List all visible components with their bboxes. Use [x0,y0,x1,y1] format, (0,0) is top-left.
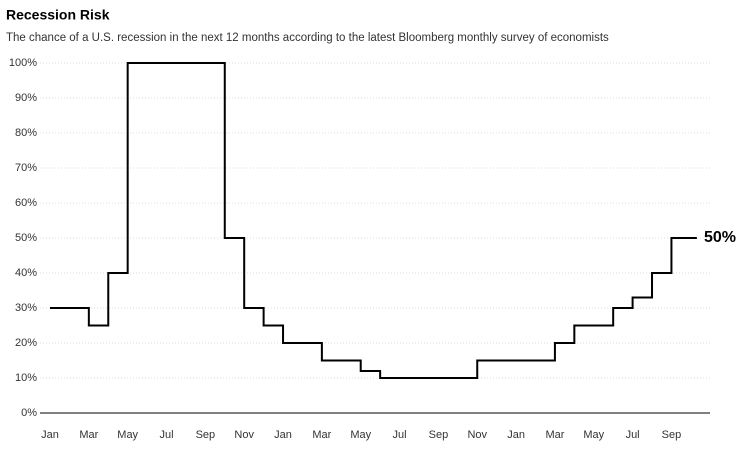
x-tick-label: May [117,429,138,441]
x-tick-label: Jan [41,429,59,441]
y-tick-label: 40% [15,267,37,279]
chart-title: Recession Risk [6,7,110,23]
x-tick-label: Jan [274,429,292,441]
y-tick-label: 80% [15,127,37,139]
y-tick-label: 60% [15,197,37,209]
end-label: 50% [704,229,736,246]
x-tick-label: Jul [159,429,173,441]
x-tick-label: May [583,429,604,441]
risk-line [50,62,697,379]
y-tick-label: 100% [9,57,37,69]
x-tick-label: Mar [79,429,98,441]
x-tick-label: May [350,429,371,441]
y-tick-label: 0% [21,407,37,419]
y-tick-label: 90% [15,92,37,104]
y-tick-label: 70% [15,162,37,174]
x-tick-label: Nov [234,429,254,441]
x-tick-label: Sep [662,429,682,441]
x-tick-label: Jan [507,429,525,441]
x-tick-label: Jul [626,429,640,441]
x-tick-label: Mar [545,429,564,441]
y-tick-label: 50% [15,232,37,244]
x-tick-label: Sep [429,429,449,441]
y-tick-label: 20% [15,337,37,349]
y-tick-label: 10% [15,372,37,384]
x-tick-label: Mar [312,429,331,441]
y-tick-label: 30% [15,302,37,314]
x-tick-label: Sep [196,429,216,441]
x-tick-label: Jul [393,429,407,441]
chart-subtitle: The chance of a U.S. recession in the ne… [6,32,609,44]
x-tick-label: Nov [467,429,487,441]
